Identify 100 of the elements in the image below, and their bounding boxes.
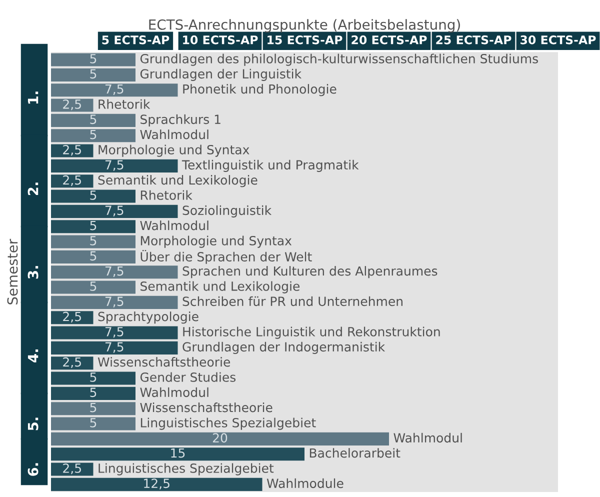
data-label: 5 [90, 418, 96, 428]
data-label: 2,5 [63, 144, 81, 156]
x-axis-title: ECTS-Anrechnungspunkte (Arbeitsbelastung) [149, 19, 460, 33]
data-label: 7,5 [105, 160, 124, 171]
data-label: 5 [90, 130, 96, 140]
x-tick-label: 10 ECTS-AP [183, 35, 258, 44]
bar [51, 84, 178, 97]
bar [51, 220, 136, 234]
y-tick-label: Sprachtypologie [98, 312, 198, 324]
data-label: 5 [90, 114, 96, 124]
data-label: 12,5 [144, 478, 170, 490]
data-label: 7,5 [105, 266, 124, 278]
y-tick-label: Morphologie und Syntax [98, 144, 250, 157]
bar [51, 174, 94, 188]
bar [51, 356, 94, 370]
y-tick-label: Gender Studies [140, 372, 236, 382]
bar [51, 98, 94, 112]
data-label: 5 [90, 251, 96, 261]
x-tick-label: 5 ECTS-AP [102, 35, 170, 44]
data-label: 15 [171, 448, 185, 458]
data-label: 20 [212, 433, 228, 443]
y-tick-label: Wahlmodul [140, 220, 208, 230]
bar [51, 417, 136, 430]
y-tick-label: Wahlmodul [140, 130, 208, 140]
data-label: 5 [90, 54, 96, 64]
y-tick-label: Wahlmodul [394, 432, 462, 443]
bar [51, 296, 178, 309]
data-label: 2,5 [63, 312, 81, 323]
y-tick-label: Wahlmodul [140, 387, 208, 398]
y-tick-label: Morphologie und Syntax [140, 236, 292, 248]
text: 2. [28, 182, 38, 196]
y-tick-label: Rhetorik [140, 190, 192, 200]
bar [51, 478, 262, 491]
x-tick-label: 15 ECTS-AP [268, 35, 342, 44]
bar [51, 448, 304, 461]
y-tick-label: Phonetik und Phonologie [183, 84, 336, 96]
y-tick-label: Sprachen und Kulturen des Alpenraumes [182, 266, 438, 278]
y-tick-label: Soziolinguistik [182, 205, 272, 218]
data-label: 7,5 [105, 327, 124, 338]
data-label: 5 [90, 372, 96, 382]
data-label: 2,5 [63, 175, 81, 186]
y-tick-label: Wahlmodule [266, 478, 344, 488]
data-label: 7,5 [105, 206, 124, 216]
bar [51, 372, 136, 385]
bar [51, 341, 178, 354]
data-label: 2,5 [63, 463, 81, 474]
bar [51, 386, 136, 400]
text: 4. [28, 349, 38, 362]
y-tick-label: Bachelorarbeit [310, 448, 400, 458]
y-tick-label: Grundlagen des philologisch-kulturwissenschaftlichen Studiums [140, 54, 538, 66]
y-tick-label: Grundlagen der Indogermanistik [182, 342, 386, 354]
bar [51, 159, 178, 172]
bar [51, 402, 136, 416]
bar [51, 204, 178, 218]
bar [51, 190, 136, 203]
x-tick-label: 25 ECTS-AP [436, 35, 512, 44]
x-tick-label: 30 ECTS-AP [520, 35, 596, 44]
data-label: 7,5 [105, 342, 124, 353]
data-label: 7,5 [105, 296, 124, 308]
data-label: 2,5 [63, 99, 81, 110]
y-tick-label: Semantik und Lexikologie [140, 281, 300, 294]
bar [51, 114, 136, 127]
y-tick-label: Sprachkurs 1 [140, 114, 220, 126]
x-tick-label: 20 ECTS-AP [352, 35, 427, 44]
data-label: 5 [90, 220, 96, 230]
text: 6. [28, 463, 38, 476]
bar [51, 250, 136, 264]
data-label: 5 [90, 236, 96, 246]
y-tick-label: Grundlagen der Linguistik [140, 68, 302, 81]
bar [51, 311, 94, 324]
data-label: 5 [90, 190, 96, 200]
bar [51, 68, 136, 82]
y-tick-label: Wissenschaftstheorie [140, 402, 272, 412]
bar [51, 144, 94, 158]
bar [51, 432, 389, 446]
y-tick-label: Historische Linguistik und Rekonstruktion [183, 326, 440, 339]
bar [51, 235, 136, 248]
y-tick-label: Linguistisches Spezialgebiet [98, 463, 274, 476]
data-label: 5 [90, 282, 96, 291]
bar [51, 280, 136, 294]
bar [51, 266, 178, 279]
data-label: 7,5 [105, 84, 124, 96]
y-tick-label: Über die Sprachen der Welt [140, 250, 312, 264]
y-tick-label: Semantik und Lexikologie [98, 175, 258, 188]
data-label: 2,5 [63, 357, 81, 368]
bar [51, 462, 94, 476]
data-label: 5 [90, 388, 96, 398]
y-axis-title: Semester [7, 238, 18, 304]
y-tick-label: Rhetorik [98, 99, 150, 109]
y-tick-label: Wissenschaftstheorie [98, 357, 230, 367]
data-label: 5 [90, 69, 96, 79]
text: 1. [28, 92, 38, 104]
text: 5. [28, 418, 38, 430]
bar [51, 53, 136, 66]
bar [51, 129, 136, 142]
text: 3. [28, 266, 38, 279]
bar [51, 326, 178, 340]
y-tick-label: Linguistisches Spezialgebiet [140, 418, 316, 430]
y-tick-label: Textlinguistik und Pragmatik [182, 160, 359, 172]
data-label: 5 [90, 402, 96, 412]
